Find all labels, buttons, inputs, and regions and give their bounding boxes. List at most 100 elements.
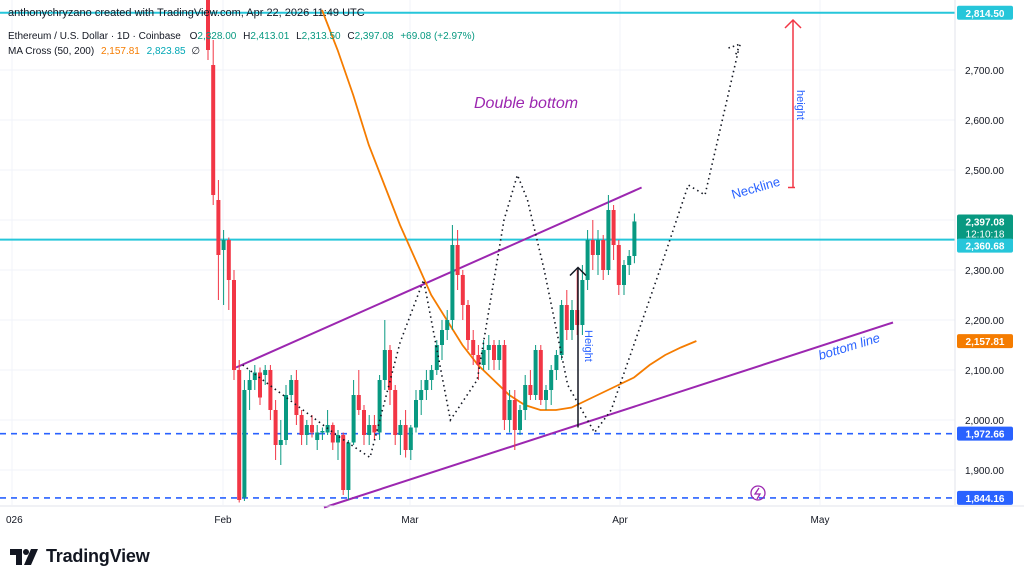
candle bbox=[408, 425, 413, 460]
indicator-null-symbol: ∅ bbox=[191, 46, 201, 57]
candle bbox=[466, 300, 470, 350]
candle-body bbox=[523, 385, 528, 410]
candle-body bbox=[356, 395, 361, 410]
candle-body bbox=[497, 345, 502, 360]
candle bbox=[330, 422, 335, 450]
price-axis: 2,700.002,600.002,500.002,400.002,300.00… bbox=[954, 0, 1013, 505]
candle bbox=[523, 375, 528, 420]
candle-body bbox=[263, 370, 268, 375]
candle bbox=[440, 320, 444, 360]
candle bbox=[622, 260, 626, 295]
candle bbox=[268, 365, 273, 420]
ma-slow-value: 2,823.85 bbox=[146, 46, 186, 57]
price-tag-countdown: 12:10:18 bbox=[966, 229, 1005, 240]
candle bbox=[616, 240, 621, 295]
candle-body bbox=[518, 410, 522, 430]
candle-body bbox=[559, 305, 564, 355]
y-tick-label: 1,900.00 bbox=[965, 466, 1004, 477]
candle-body bbox=[258, 372, 262, 398]
projection-zigzag bbox=[242, 42, 742, 459]
candle bbox=[455, 230, 460, 290]
candle bbox=[507, 390, 512, 433]
candle bbox=[351, 380, 356, 445]
candle-body bbox=[382, 350, 387, 380]
candle bbox=[263, 365, 268, 385]
price-tag: 1,972.66 bbox=[957, 426, 1013, 441]
candle-body bbox=[388, 350, 392, 390]
price-tag-value: 2,814.50 bbox=[966, 9, 1005, 20]
x-tick-label: Apr bbox=[612, 515, 628, 526]
candle-body bbox=[278, 440, 283, 445]
candle-body bbox=[538, 350, 543, 400]
candle-body bbox=[596, 240, 600, 255]
symbol-legend[interactable]: Ethereum / U.S. Dollar · 1D · Coinbase O… bbox=[8, 31, 475, 42]
candle bbox=[252, 365, 257, 390]
price-tag-bg bbox=[957, 334, 1013, 349]
candle-body bbox=[564, 305, 569, 330]
candle-body bbox=[507, 400, 512, 420]
candle-body bbox=[481, 350, 486, 365]
tradingview-logo-icon bbox=[10, 548, 38, 565]
y-tick-label: 2,600.00 bbox=[965, 116, 1004, 127]
candle bbox=[398, 420, 403, 455]
price-tag-bg bbox=[957, 426, 1013, 441]
candle-body bbox=[580, 280, 585, 325]
candle-body bbox=[226, 240, 231, 280]
candle-body bbox=[247, 380, 252, 390]
price-tag: 2,814.50 bbox=[957, 5, 1013, 20]
candle bbox=[575, 270, 580, 335]
candle bbox=[284, 385, 288, 445]
candle bbox=[580, 265, 585, 335]
candle-body bbox=[211, 65, 216, 195]
annotation-double-bottom: Double bottom bbox=[474, 95, 578, 112]
candle-body bbox=[554, 355, 559, 370]
candle bbox=[424, 370, 429, 400]
price-tag-bg bbox=[957, 238, 1013, 253]
candle bbox=[278, 420, 283, 465]
candle-body bbox=[622, 265, 626, 285]
candle bbox=[590, 220, 595, 270]
candle-body bbox=[544, 390, 548, 400]
candle bbox=[258, 367, 262, 405]
candle bbox=[289, 375, 294, 400]
candle bbox=[554, 350, 559, 380]
candle bbox=[362, 405, 366, 445]
candle-body bbox=[242, 390, 247, 498]
candle bbox=[497, 340, 502, 370]
logo-text: TradingView bbox=[46, 546, 150, 566]
indicator-legend[interactable]: MA Cross (50, 200) 2,157.81 2,823.85 ∅ bbox=[8, 46, 200, 57]
candle bbox=[471, 330, 476, 365]
candle bbox=[388, 345, 392, 405]
change-value: +69.08 (+2.97%) bbox=[400, 31, 475, 42]
candle bbox=[627, 250, 632, 275]
candle bbox=[336, 430, 340, 460]
candle bbox=[419, 380, 424, 415]
candle bbox=[242, 380, 247, 501]
x-tick-label: May bbox=[811, 515, 830, 526]
candle-body bbox=[502, 345, 507, 420]
candle bbox=[445, 310, 450, 340]
tradingview-logo[interactable]: TradingView bbox=[10, 546, 150, 567]
candle bbox=[403, 410, 408, 458]
ascending-channel bbox=[235, 186, 894, 509]
symbol-title[interactable]: Ethereum / U.S. Dollar · 1D · Coinbase bbox=[8, 31, 181, 42]
close-label: C bbox=[347, 31, 355, 42]
candle bbox=[460, 270, 465, 320]
close-value: 2,397.08 bbox=[354, 31, 394, 42]
open-label: O bbox=[189, 31, 198, 42]
price-tag-value: 2,157.81 bbox=[966, 337, 1005, 348]
height-arrow-red-head bbox=[784, 18, 802, 29]
candle-body bbox=[320, 431, 325, 433]
annotation-height-black: Height bbox=[582, 330, 594, 362]
candle-body bbox=[476, 355, 481, 365]
candle bbox=[570, 300, 574, 340]
candle bbox=[247, 370, 252, 410]
alert-icon bbox=[750, 485, 766, 501]
candle-body bbox=[424, 380, 429, 390]
indicator-name[interactable]: MA Cross (50, 200) bbox=[8, 46, 95, 57]
candle bbox=[538, 345, 543, 405]
candle-body bbox=[372, 425, 377, 433]
candle bbox=[377, 375, 382, 440]
candle bbox=[299, 410, 304, 445]
